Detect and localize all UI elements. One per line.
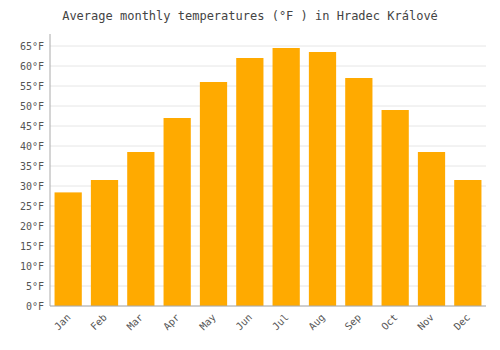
grid <box>50 46 486 306</box>
y-tick-label: 10°F <box>20 261 44 272</box>
x-tick-label: Mar <box>125 312 146 333</box>
bars <box>55 48 482 306</box>
bar <box>91 180 118 306</box>
bar <box>454 180 481 306</box>
y-tick-label: 55°F <box>20 81 44 92</box>
grid-line <box>50 106 486 107</box>
y-tick-label: 20°F <box>20 221 44 232</box>
y-tick-label: 50°F <box>20 101 44 112</box>
grid-line <box>50 66 486 67</box>
bar <box>418 152 445 306</box>
y-tick-label: 5°F <box>26 281 44 292</box>
y-tick-label: 35°F <box>20 161 44 172</box>
x-tick-label: Jan <box>52 312 73 333</box>
y-tick-label: 60°F <box>20 61 44 72</box>
bar <box>236 58 263 306</box>
bar <box>382 110 409 306</box>
x-tick-label: Jul <box>270 312 291 333</box>
grid-line <box>50 306 486 307</box>
y-tick-label: 40°F <box>20 141 44 152</box>
grid-line <box>50 146 486 147</box>
bar <box>345 78 372 306</box>
y-axis-line <box>50 34 51 306</box>
x-tick-label: Aug <box>306 312 327 333</box>
x-tick-label: Feb <box>88 312 109 333</box>
x-tick-label: Apr <box>161 312 182 333</box>
y-tick-label: 25°F <box>20 201 44 212</box>
x-tick-label: Dec <box>452 312 473 333</box>
title: Average monthly temperatures (°F ) in Hr… <box>62 9 438 23</box>
grid-line <box>50 46 486 47</box>
x-tick-label: Oct <box>379 312 400 333</box>
y-tick-label: 30°F <box>20 181 44 192</box>
x-axis-line <box>50 306 486 307</box>
x-tick-label: Nov <box>415 312 436 333</box>
bar <box>309 52 336 306</box>
bar <box>164 118 191 306</box>
grid-line <box>50 126 486 127</box>
bar <box>273 48 300 306</box>
bar <box>200 82 227 306</box>
y-tick-label: 65°F <box>20 41 44 52</box>
grid-line <box>50 86 486 87</box>
y-tick-label: 15°F <box>20 241 44 252</box>
x-tick-label: May <box>197 312 218 333</box>
y-tick-label: 0°F <box>26 301 44 312</box>
chart: Average monthly temperatures (°F ) in Hr… <box>0 0 500 350</box>
x-tick-label: Sep <box>343 312 364 333</box>
bar <box>55 192 82 306</box>
x-tick-label: Jun <box>234 312 255 333</box>
y-tick-label: 45°F <box>20 121 44 132</box>
bar <box>127 152 154 306</box>
